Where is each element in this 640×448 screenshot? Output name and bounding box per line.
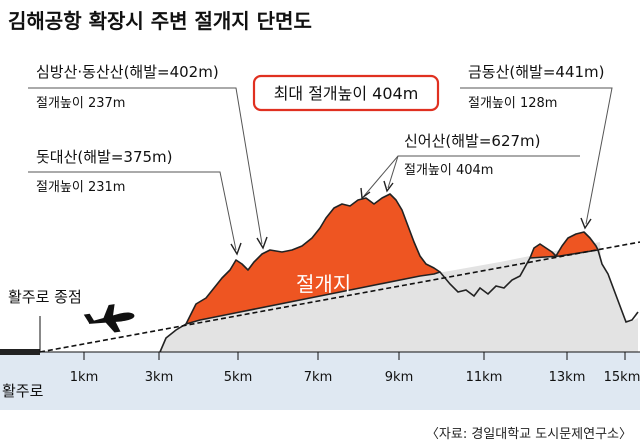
glide-slope-line [39,241,640,353]
km-label-5: 5km [224,370,252,385]
runway-label: 활주로 [2,382,44,400]
ground-band [0,352,640,410]
highlight-box [252,74,440,112]
km-label-7: 7km [304,370,332,385]
callout-simbang-arrow [256,236,268,250]
terrain-outline-right [597,249,639,324]
callout-sineo-cut: 절개높이 404m [404,163,493,178]
km-label-3: 3km [145,370,173,385]
callout-geumdong-leader [460,87,613,225]
cut-area [185,193,441,325]
km-label-15: 15km [604,370,640,385]
km-label-11: 11km [466,370,503,385]
airplane-icon [83,304,135,333]
km-ticks [83,352,626,360]
callout-geumdong-arrow [580,217,592,230]
callout-dotdae-leader [28,171,237,251]
highlight-text: 최대 절개높이 404m [274,84,419,103]
page-title: 김해공항 확장시 주변 절개지 단면도 [8,9,312,33]
terrain-below-slope [160,242,638,352]
cut-area-right [529,231,599,259]
callout-sineo-arrow [360,187,371,200]
km-label-13: 13km [549,370,586,385]
terrain-outline [439,257,531,298]
callout-sineo-leader-2 [387,155,399,189]
callout-dotdae-name: 돗대산(해발=375m) [36,148,173,166]
callout-dotdae-arrow [230,242,242,256]
callout-simbang-cut: 절개높이 237m [36,96,125,111]
terrain-outline-left [159,323,187,353]
callout-geumdong-cut: 절개높이 128m [468,96,557,111]
km-label-1: 1km [70,370,98,385]
callout-geumdong-name: 금동산(해발=441m) [468,63,605,81]
source-note: 〈자료: 경일대학교 도시문제연구소〉 [426,427,632,442]
callout-simbang-name: 심방산·동산산(해발=402m) [36,63,219,81]
callout-sineo-arrow-2 [383,180,394,193]
callout-simbang-leader [28,87,263,245]
callout-dotdae-cut: 절개높이 231m [36,180,125,195]
callout-sineo-name: 신어산(해발=627m) [404,132,541,150]
km-label-9: 9km [385,370,413,385]
cut-area-label: 절개지 [296,272,351,296]
runway-bar [0,349,40,355]
runway-end-label: 활주로 종점 [8,288,82,306]
